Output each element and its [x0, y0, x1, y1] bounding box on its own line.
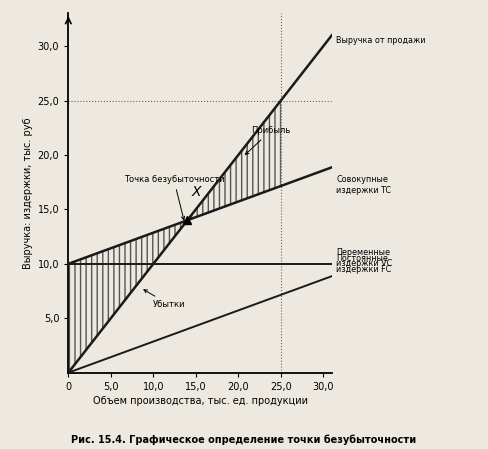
- Text: Постоянные
издержки FC: Постоянные издержки FC: [336, 254, 391, 274]
- Text: Переменные
издержки VC: Переменные издержки VC: [336, 248, 392, 268]
- Text: Совокупные
издержки TC: Совокупные издержки TC: [336, 175, 391, 195]
- Text: Прибыль: Прибыль: [245, 126, 290, 154]
- Text: Точка безубыточности: Точка безубыточности: [123, 175, 224, 220]
- Y-axis label: Выручка: издержки, тыс. руб: Выручка: издержки, тыс. руб: [23, 117, 33, 269]
- X-axis label: Объем производства, тыс. ед. продукции: Объем производства, тыс. ед. продукции: [93, 396, 307, 406]
- Text: Выручка от продажи: Выручка от продажи: [336, 36, 426, 45]
- Text: Рис. 15.4. Графическое определение точки безубыточности: Рис. 15.4. Графическое определение точки…: [71, 434, 417, 445]
- Text: X: X: [192, 185, 201, 199]
- Text: Убытки: Убытки: [144, 290, 186, 309]
